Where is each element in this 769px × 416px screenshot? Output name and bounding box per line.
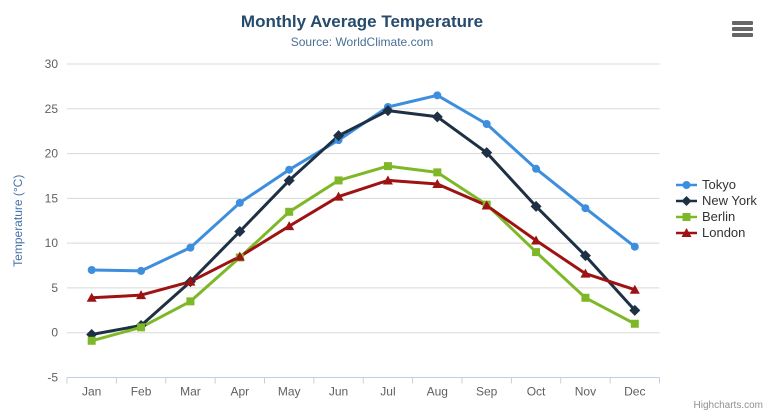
x-axis-tick-label: Nov: [575, 385, 596, 399]
data-point-diamond[interactable]: [382, 105, 394, 117]
x-axis-tick-label: Mar: [180, 385, 201, 399]
credits-link[interactable]: Highcharts.com: [693, 400, 763, 411]
legend-marker-icon: [676, 212, 697, 221]
data-point-circle[interactable]: [482, 120, 491, 129]
chart-title: Monthly Average Temperature: [240, 12, 484, 31]
x-axis-tick-label: Oct: [527, 385, 546, 399]
x-axis-tick-label: Sep: [476, 385, 498, 399]
x-axis-tick-label: Jul: [380, 385, 395, 399]
series-line-new-york[interactable]: [90, 109, 637, 336]
hamburger-menu-icon: [732, 33, 753, 37]
data-point-circle[interactable]: [137, 266, 146, 275]
legend: Tokyo New York Berlin London: [676, 177, 757, 240]
data-point-circle[interactable]: [581, 204, 590, 213]
legend-label: New York: [702, 193, 757, 208]
data-point-circle[interactable]: [433, 91, 442, 100]
data-point-square[interactable]: [581, 293, 590, 302]
legend-item-london[interactable]: London: [676, 225, 757, 240]
data-point-diamond[interactable]: [530, 200, 542, 212]
data-point-triangle[interactable]: [86, 292, 97, 302]
x-axis-tick-label: Jan: [82, 385, 101, 399]
data-point-triangle: [681, 227, 692, 237]
data-point-triangle[interactable]: [185, 276, 196, 286]
x-axis-tick-label: Apr: [230, 385, 249, 399]
legend-marker-icon: [676, 195, 697, 206]
data-point-triangle[interactable]: [234, 251, 245, 261]
data-point-circle[interactable]: [532, 164, 541, 173]
data-point-circle[interactable]: [186, 243, 195, 252]
data-point-square[interactable]: [334, 176, 343, 185]
legend-item-tokyo[interactable]: Tokyo: [676, 177, 757, 192]
data-point-square[interactable]: [433, 168, 442, 177]
y-axis-title: Temperature (°C): [11, 175, 25, 267]
y-axis-tick-label: 15: [45, 191, 59, 205]
hamburger-menu-icon: [732, 21, 753, 25]
data-point-circle[interactable]: [87, 266, 96, 275]
x-axis-tick-label: Jun: [329, 385, 348, 399]
legend-label: Tokyo: [702, 177, 736, 192]
data-point-triangle[interactable]: [481, 200, 492, 210]
legend-marker-icon: [676, 227, 697, 237]
x-axis-tick-label: Feb: [131, 385, 152, 399]
y-axis-tick-label: 25: [45, 102, 59, 116]
data-point-square[interactable]: [137, 323, 146, 332]
data-point-triangle[interactable]: [284, 221, 295, 231]
x-axis-tick-label: Aug: [427, 385, 448, 399]
data-point-circle: [682, 180, 691, 189]
data-point-triangle[interactable]: [629, 284, 640, 294]
data-point-square: [682, 212, 691, 221]
data-point-triangle[interactable]: [136, 290, 147, 300]
data-point-square[interactable]: [383, 162, 392, 171]
y-axis-tick-label: 0: [51, 326, 58, 340]
data-point-diamond[interactable]: [333, 130, 345, 142]
data-point-triangle[interactable]: [382, 175, 393, 185]
hamburger-menu-icon: [732, 27, 753, 31]
data-point-triangle[interactable]: [531, 235, 542, 245]
data-point-diamond[interactable]: [431, 111, 443, 123]
legend-label: London: [702, 225, 746, 240]
data-point-square[interactable]: [630, 319, 639, 328]
data-point-triangle[interactable]: [432, 179, 443, 189]
data-point-circle[interactable]: [285, 165, 294, 174]
y-axis-tick-label: 10: [45, 236, 59, 250]
data-point-triangle[interactable]: [333, 191, 344, 201]
data-point-diamond[interactable]: [234, 225, 246, 237]
data-point-square[interactable]: [285, 207, 294, 216]
legend-marker-icon: [676, 180, 697, 189]
data-point-diamond[interactable]: [481, 147, 493, 159]
x-axis-tick-label: Dec: [624, 385, 645, 399]
y-axis-tick-label: 20: [45, 147, 59, 161]
y-axis-tick-label: 5: [51, 281, 58, 295]
data-point-square[interactable]: [532, 248, 541, 257]
data-point-diamond: [681, 195, 692, 206]
data-point-circle[interactable]: [235, 198, 244, 207]
data-point-diamond[interactable]: [283, 174, 295, 186]
series-line-berlin[interactable]: [90, 164, 637, 343]
data-point-square[interactable]: [186, 297, 195, 306]
context-menu-button[interactable]: [732, 21, 753, 37]
data-point-square[interactable]: [87, 336, 96, 345]
y-axis-tick-label: -5: [47, 371, 58, 385]
data-point-diamond[interactable]: [629, 304, 641, 316]
data-point-circle[interactable]: [630, 242, 639, 251]
legend-item-new-york[interactable]: New York: [676, 193, 757, 208]
legend-label: Berlin: [702, 209, 736, 224]
data-point-diamond[interactable]: [579, 250, 591, 262]
y-axis-tick-label: 30: [45, 57, 59, 71]
data-point-triangle[interactable]: [580, 268, 591, 278]
series-line-london[interactable]: [90, 178, 637, 300]
x-axis-tick-label: May: [278, 385, 301, 399]
chart-subtitle: Source: WorldClimate.com: [290, 35, 434, 49]
legend-item-berlin[interactable]: Berlin: [676, 209, 757, 224]
